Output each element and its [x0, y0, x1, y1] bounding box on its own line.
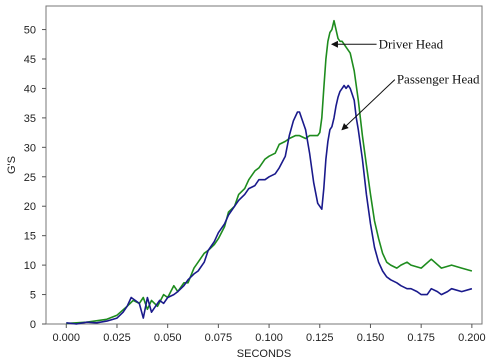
x-axis-title: SECONDS: [237, 348, 291, 360]
x-tick-label: 0.175: [407, 332, 435, 344]
x-tick-label: 0.125: [306, 332, 334, 344]
annotation-label-passenger-head: Passenger Head: [397, 72, 480, 87]
y-axis: 0 5 10 15 20 25 30 35 40 45 50: [24, 25, 46, 331]
x-tick-label: 0.025: [103, 332, 131, 344]
x-tick-label: 0.200: [458, 332, 486, 344]
y-tick-label: 5: [30, 290, 36, 302]
y-tick-label: 10: [24, 260, 36, 272]
y-tick-label: 30: [24, 142, 36, 154]
x-tick-label: 0.100: [255, 332, 283, 344]
x-tick-label: 0.050: [154, 332, 182, 344]
y-tick-label: 15: [24, 231, 36, 243]
y-tick-label: 50: [24, 25, 36, 37]
x-axis: 0.000 0.025 0.050 0.075 0.100 0.125 0.150 0.175…: [53, 324, 486, 344]
y-tick-label: 20: [24, 201, 36, 213]
y-axis-title: G'S: [6, 156, 18, 174]
x-tick-label: 0.075: [205, 332, 233, 344]
y-tick-label: 25: [24, 172, 36, 184]
y-tick-label: 35: [24, 113, 36, 125]
y-tick-label: 40: [24, 83, 36, 95]
y-tick-label: 0: [30, 319, 36, 331]
x-tick-label: 0.000: [53, 332, 81, 344]
y-tick-label: 45: [24, 54, 36, 66]
x-tick-label: 0.150: [357, 332, 385, 344]
annotation-label-driver-head: Driver Head: [379, 36, 444, 51]
plot-frame: [46, 6, 482, 324]
